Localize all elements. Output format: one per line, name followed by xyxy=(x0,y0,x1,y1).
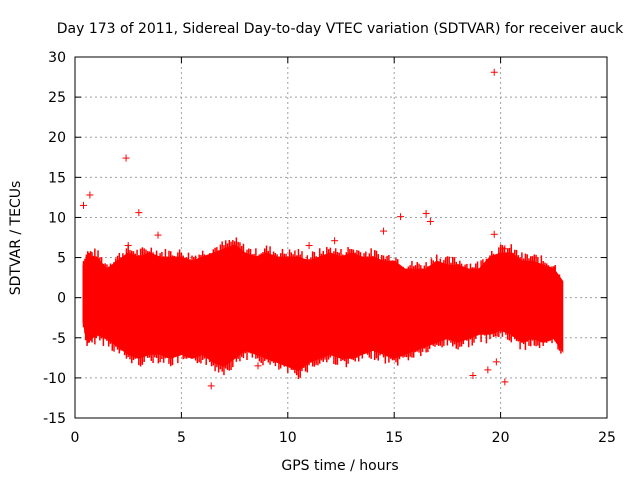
y-axis-ticks: -15 -10 -5 0 5 10 15 20 25 30 xyxy=(43,50,607,427)
data-point xyxy=(490,230,498,238)
data-point xyxy=(397,213,405,221)
data-point xyxy=(501,245,509,253)
plot-frame xyxy=(74,56,608,419)
x-tick-label: 25 xyxy=(598,430,616,446)
data-point xyxy=(422,209,430,217)
data-points xyxy=(80,68,509,390)
data-point xyxy=(135,209,143,217)
y-tick-label: 20 xyxy=(48,130,66,146)
x-tick-label: 20 xyxy=(492,430,510,446)
chart-title: Day 173 of 2011, Sidereal Day-to-day VTE… xyxy=(57,21,624,37)
y-tick-label: -10 xyxy=(43,371,66,387)
x-tick-label: 10 xyxy=(279,430,297,446)
plot-background xyxy=(75,57,607,418)
x-axis-label: GPS time / hours xyxy=(281,458,398,474)
y-tick-label: 5 xyxy=(57,251,66,267)
data-point xyxy=(469,371,477,379)
x-axis-ticks: 0 5 10 15 20 25 xyxy=(71,57,616,446)
y-tick-label: -5 xyxy=(52,331,66,347)
x-tick-label: 0 xyxy=(71,430,80,446)
data-point xyxy=(484,366,492,374)
y-tick-label: 10 xyxy=(48,210,66,226)
data-point xyxy=(122,154,130,162)
data-point xyxy=(254,362,262,370)
data-point xyxy=(426,217,434,225)
y-tick-label: 25 xyxy=(48,90,66,106)
data-band xyxy=(82,237,564,379)
data-point xyxy=(124,242,132,250)
data-point xyxy=(331,237,339,245)
data-point xyxy=(492,358,500,366)
data-point xyxy=(86,191,94,199)
x-tick-label: 15 xyxy=(385,430,403,446)
y-tick-label: -15 xyxy=(43,411,66,427)
data-point xyxy=(305,242,313,250)
y-tick-label: 30 xyxy=(48,50,66,66)
y-tick-label: 0 xyxy=(57,291,66,307)
data-point xyxy=(80,201,88,209)
data-point xyxy=(207,382,215,390)
data-point xyxy=(380,227,388,235)
data-point xyxy=(490,68,498,76)
y-axis-label: SDTVAR / TECUs xyxy=(8,181,24,296)
data-point xyxy=(501,378,509,386)
x-tick-label: 5 xyxy=(177,430,186,446)
y-tick-label: 15 xyxy=(48,170,66,186)
data-point xyxy=(154,231,162,239)
